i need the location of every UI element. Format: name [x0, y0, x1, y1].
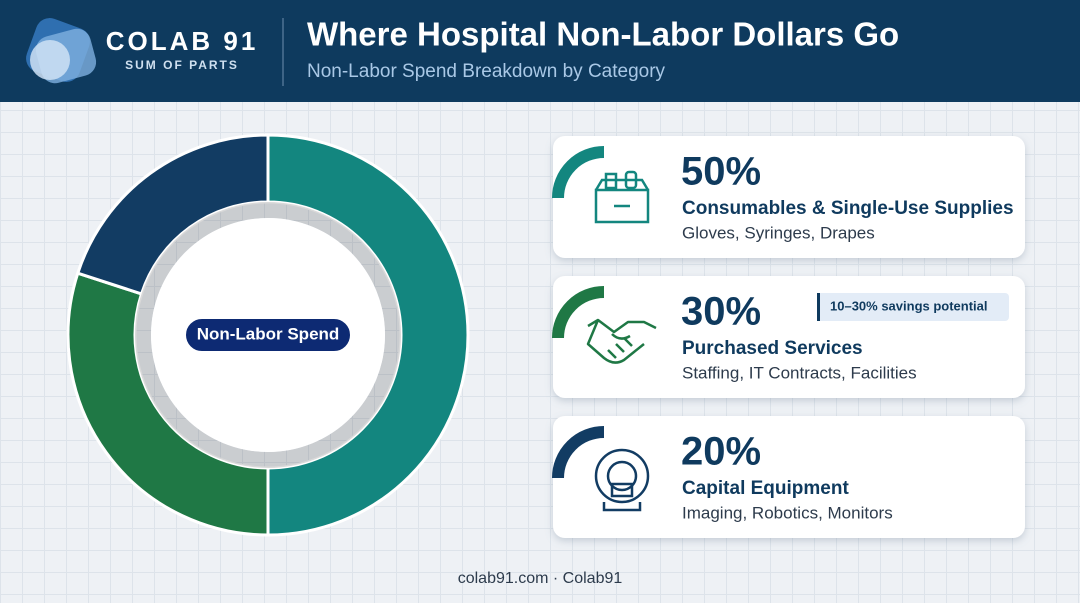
icon	[594, 448, 650, 504]
badge-bg	[817, 293, 1009, 321]
icon	[602, 482, 642, 512]
center-label: Non-Labor Spend	[197, 324, 340, 343]
logo-tagline: SUM OF PARTS	[125, 58, 239, 72]
category-card: 30% Purchased Services Staffing, IT Contra…	[552, 276, 1025, 398]
donut-segment	[266, 133, 470, 537]
icon	[586, 318, 657, 364]
card-percent: 30%	[681, 290, 761, 334]
card-arc	[552, 146, 605, 199]
inner-ring	[135, 202, 401, 468]
card-icon	[594, 170, 650, 224]
category-card: 50% Consumables & Single-Use Supplies Glov…	[552, 136, 1025, 258]
icon	[606, 460, 638, 492]
card-arc	[552, 426, 605, 479]
card-bg	[553, 416, 1025, 538]
card-percent: 20%	[681, 430, 761, 474]
card-bg	[553, 136, 1025, 258]
badge-text: 10–30% savings potential	[830, 298, 988, 313]
center-pill	[184, 317, 352, 353]
card-category: Purchased Services	[682, 338, 863, 359]
category-card: 20% Capital Equipment Imaging, Robotics, M…	[552, 416, 1025, 538]
donut-segment	[66, 271, 270, 537]
icon	[624, 170, 638, 190]
card-arc	[552, 286, 605, 339]
card-percent: 50%	[681, 150, 761, 194]
header-bar	[0, 0, 1080, 102]
title: Where Hospital Non-Labor Dollars Go	[307, 16, 899, 53]
card-details: Imaging, Robotics, Monitors	[682, 503, 893, 522]
card-category: Capital Equipment	[682, 478, 849, 499]
icon	[604, 172, 618, 190]
category-cards: 50% Consumables & Single-Use Supplies Glov…	[552, 136, 1025, 538]
card-category: Consumables & Single-Use Supplies	[682, 198, 1014, 219]
subtitle: Non-Labor Spend Breakdown by Category	[307, 61, 666, 82]
card-icon	[594, 448, 650, 512]
logo-text: COLAB 91	[106, 26, 259, 56]
donut-segment	[75, 133, 270, 296]
icon	[594, 178, 650, 224]
card-icon	[586, 318, 657, 364]
logo-mark	[26, 18, 97, 84]
card-details: Gloves, Syringes, Drapes	[682, 223, 875, 242]
card-details: Staffing, IT Contracts, Facilities	[682, 363, 917, 382]
badge-accent	[817, 293, 820, 321]
donut-chart: Non-Labor Spend	[66, 133, 470, 537]
footer: colab91.com · Colab91	[458, 570, 623, 587]
